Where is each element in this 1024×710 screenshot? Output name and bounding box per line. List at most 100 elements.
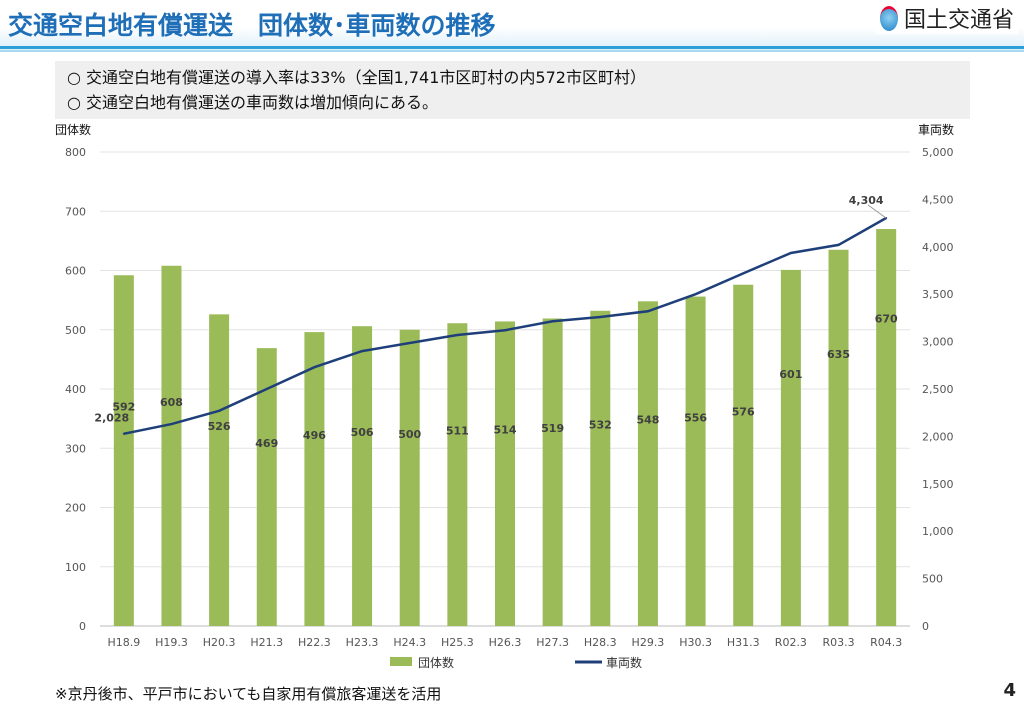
line-point	[599, 315, 602, 318]
line-point	[646, 310, 649, 313]
y-tick-right: 3,000	[922, 336, 954, 349]
bar	[542, 318, 563, 626]
y-tick-left: 400	[65, 383, 86, 396]
leader-line	[867, 204, 887, 219]
bar-data-label: 601	[779, 368, 802, 381]
bar-data-label: 635	[827, 348, 850, 361]
bar-data-label: 506	[351, 426, 374, 439]
x-tick-label: H26.3	[489, 636, 522, 649]
x-tick-label: H20.3	[203, 636, 236, 649]
chart: 0 100 200 300 400 500 600 700 800 0 500 1,000 1,500 2…	[55, 122, 954, 670]
line-point	[742, 272, 745, 275]
y-tick-left: 300	[65, 442, 86, 455]
bar	[637, 301, 658, 626]
y-tick-right: 5,000	[922, 146, 954, 159]
bar	[209, 314, 230, 626]
footer-note: ※京丹後市、平戸市においても自家用有償旅客運送を活用	[55, 685, 442, 703]
legend-swatch-bar	[390, 657, 412, 666]
bar	[352, 326, 373, 626]
summary-line: ○ 交通空白地有償運送の車両数は増加傾向にある。	[67, 93, 439, 112]
y-tick-left: 600	[65, 265, 86, 278]
page-title: 交通空白地有償運送 団体数･車両数の推移	[8, 11, 496, 40]
bar-data-label: 514	[494, 424, 517, 437]
x-tick-label: H21.3	[250, 636, 283, 649]
bar	[828, 249, 849, 626]
bar	[685, 296, 706, 626]
y-tick-right: 3,500	[922, 288, 954, 301]
bar-data-label: 608	[160, 396, 183, 409]
y-tick-right: 1,000	[922, 525, 954, 538]
x-tick-label: R03.3	[822, 636, 854, 649]
line-data-label: 4,304	[849, 194, 884, 207]
y-tick-right: 4,500	[922, 193, 954, 206]
y-tick-right: 2,500	[922, 383, 954, 396]
x-tick-label: H18.9	[107, 636, 140, 649]
line-point	[218, 409, 221, 412]
y-tick-right: 500	[922, 573, 943, 586]
y-tick-left: 200	[65, 502, 86, 515]
logo-icon	[879, 5, 898, 31]
x-tick-label: H19.3	[155, 636, 188, 649]
line-point	[361, 350, 364, 353]
x-tick-label: R04.3	[870, 636, 902, 649]
logo-text: 国土交通省	[903, 8, 1014, 33]
bar-data-label: 556	[684, 411, 707, 424]
bar	[780, 269, 801, 626]
bar	[733, 284, 754, 626]
x-tick-label: H29.3	[632, 636, 665, 649]
page-number: 4	[1003, 680, 1016, 701]
y-tick-left: 0	[79, 620, 86, 633]
line-point	[551, 320, 554, 323]
line-point	[504, 329, 506, 332]
x-tick-label: H31.3	[727, 636, 760, 649]
bar	[256, 348, 277, 626]
y-tick-left: 100	[65, 561, 86, 574]
bar	[113, 275, 134, 626]
legend-label-bar: 団体数	[418, 655, 454, 670]
bar-data-label: 500	[398, 428, 421, 441]
line-point	[456, 333, 459, 336]
bar	[161, 265, 182, 626]
y-axis-label-right: 車両数	[918, 122, 954, 137]
legend-label-line: 車両数	[606, 655, 642, 670]
line-point	[313, 366, 316, 369]
line-point	[694, 293, 697, 296]
bar-data-label: 496	[303, 429, 326, 442]
x-tick-label: H28.3	[584, 636, 617, 649]
line-data-label: 2,028	[94, 412, 129, 425]
y-axis-label-left: 団体数	[55, 122, 91, 137]
x-tick-label: H23.3	[346, 636, 379, 649]
bar	[876, 229, 897, 626]
y-tick-left: 500	[65, 324, 86, 337]
y-tick-right: 1,500	[922, 478, 954, 491]
bar-data-label: 532	[589, 418, 612, 431]
y-tick-right: 0	[922, 620, 929, 633]
bar	[495, 321, 515, 626]
bar	[447, 323, 468, 626]
header-rule	[0, 46, 1024, 49]
y-tick-left: 700	[65, 205, 86, 218]
summary-box: ○ 交通空白地有償運送の導入率は33%（全国1,741市区町村の内572市区町村…	[55, 61, 970, 119]
ministry-logo: 国土交通省	[875, 2, 1018, 34]
line-point	[789, 251, 792, 254]
summary-line: ○ 交通空白地有償運送の導入率は33%（全国1,741市区町村の内572市区町村…	[67, 68, 646, 87]
x-tick-label: H30.3	[679, 636, 712, 649]
line-point	[265, 388, 268, 390]
line-point	[408, 342, 411, 345]
bar-data-label: 469	[255, 437, 278, 450]
line-point	[837, 243, 840, 246]
y-tick-right: 4,000	[922, 241, 954, 254]
bar-data-label: 576	[732, 405, 755, 418]
bar	[304, 332, 325, 626]
header-rule-light	[0, 50, 1024, 52]
line-point	[122, 432, 125, 435]
x-tick-label: H27.3	[536, 636, 569, 649]
line-point	[170, 423, 173, 426]
x-tick-label: R02.3	[775, 636, 807, 649]
bar-data-label: 670	[875, 313, 898, 326]
x-tick-label: H25.3	[441, 636, 474, 649]
bar-data-label: 511	[446, 425, 469, 438]
y-tick-right: 2,000	[922, 430, 954, 443]
bar-data-label: 592	[112, 401, 135, 414]
bar	[590, 310, 611, 626]
